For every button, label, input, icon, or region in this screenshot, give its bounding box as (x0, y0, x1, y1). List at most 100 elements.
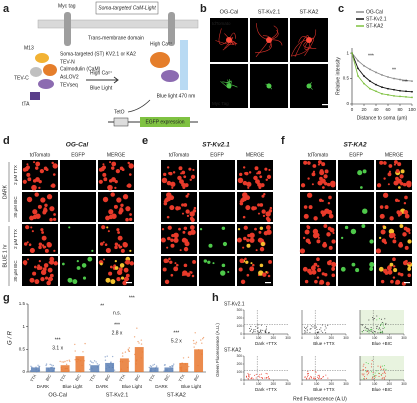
cell (261, 194, 265, 198)
cell (184, 183, 189, 188)
scatter-dot (364, 378, 366, 380)
cell (387, 183, 390, 186)
point (393, 88, 395, 91)
cell (318, 198, 323, 202)
cell (382, 192, 389, 198)
scatter-dot (262, 329, 264, 331)
scatter-dot (383, 377, 385, 379)
cell (38, 266, 43, 270)
cell (122, 242, 128, 248)
scatter-dot (258, 332, 260, 334)
cell (108, 209, 114, 215)
scatter-dot (307, 371, 309, 373)
cell (114, 245, 118, 250)
group-label: ST-Kv2.1 (106, 392, 129, 398)
cell (171, 186, 174, 189)
cell (170, 243, 175, 248)
y-tick-label: 1 (22, 324, 25, 329)
scatter-dot (314, 326, 316, 328)
scatter-dot (380, 318, 382, 320)
label: Blue Light (90, 85, 113, 91)
membrane (37, 19, 199, 29)
cell (393, 163, 396, 166)
jitter-dot (84, 342, 86, 345)
cell (322, 242, 328, 248)
jitter-dot (89, 368, 91, 371)
x-tick-label: BIC (193, 373, 201, 381)
scatter-dot (327, 324, 329, 326)
point (387, 76, 389, 78)
x-tick-label: TTX (59, 373, 67, 382)
scatter-dot (304, 377, 306, 379)
cell (33, 265, 37, 269)
scatter-dot (316, 329, 318, 331)
scatter-dot (362, 368, 364, 370)
x-tick-label: TTX (148, 373, 156, 382)
cell (91, 249, 94, 252)
cell (227, 270, 230, 273)
x-tick-label: 0 (301, 382, 303, 386)
scatter-dot (376, 328, 378, 330)
cell (302, 266, 308, 272)
cell (269, 206, 273, 210)
cell (303, 205, 308, 209)
scatter-dot (366, 327, 368, 329)
cell (107, 184, 113, 191)
cell (317, 160, 322, 164)
jitter-dot (173, 363, 175, 365)
scatter-dot (371, 328, 373, 330)
cell (189, 211, 195, 217)
scatter-dot (268, 378, 270, 380)
scatter-dot (372, 374, 374, 376)
cell (111, 166, 115, 170)
cell (379, 205, 384, 209)
cell (44, 203, 48, 207)
jitter-dot (153, 363, 156, 366)
cell (236, 237, 242, 243)
cell (111, 177, 116, 182)
cell (314, 232, 320, 238)
cell (35, 166, 39, 170)
label: TetO (114, 109, 125, 115)
jitter-dot (64, 360, 66, 363)
cell (163, 201, 168, 206)
x-tick-label: 100 (408, 107, 416, 112)
cell (87, 256, 93, 262)
scatter-dot (305, 328, 307, 330)
cell (264, 167, 268, 171)
cell (46, 194, 53, 200)
scatter-dot (310, 375, 312, 377)
teto-box (113, 117, 129, 127)
cell (357, 170, 363, 176)
x-tick-label: TTX (177, 373, 185, 382)
scatter-dot (315, 371, 317, 373)
scatter-dot (318, 374, 320, 376)
cell (166, 166, 170, 169)
cell (109, 161, 112, 164)
cell (68, 226, 71, 229)
cell (170, 238, 174, 242)
cell (257, 170, 262, 175)
scatter-dot (249, 373, 251, 375)
scatter-dot (380, 374, 382, 376)
scatter-dot (309, 328, 311, 330)
cell (189, 225, 195, 230)
cell (397, 162, 402, 167)
x-tick-label: 100 (314, 382, 320, 386)
cell (400, 181, 404, 186)
cell (123, 267, 129, 273)
scatter-dot (364, 327, 366, 329)
y-tick-label: 200 (237, 362, 243, 366)
scatter-dot (318, 377, 320, 379)
jitter-dot (152, 364, 154, 366)
scatter-dot (314, 325, 316, 327)
bar (119, 358, 129, 372)
cell (183, 246, 189, 252)
jitter-dot (194, 332, 196, 334)
jitter-dot (82, 351, 84, 353)
jitter-dot (171, 365, 174, 368)
cell (119, 263, 125, 268)
cell (265, 270, 268, 273)
cell (41, 231, 44, 234)
cell (324, 273, 328, 277)
